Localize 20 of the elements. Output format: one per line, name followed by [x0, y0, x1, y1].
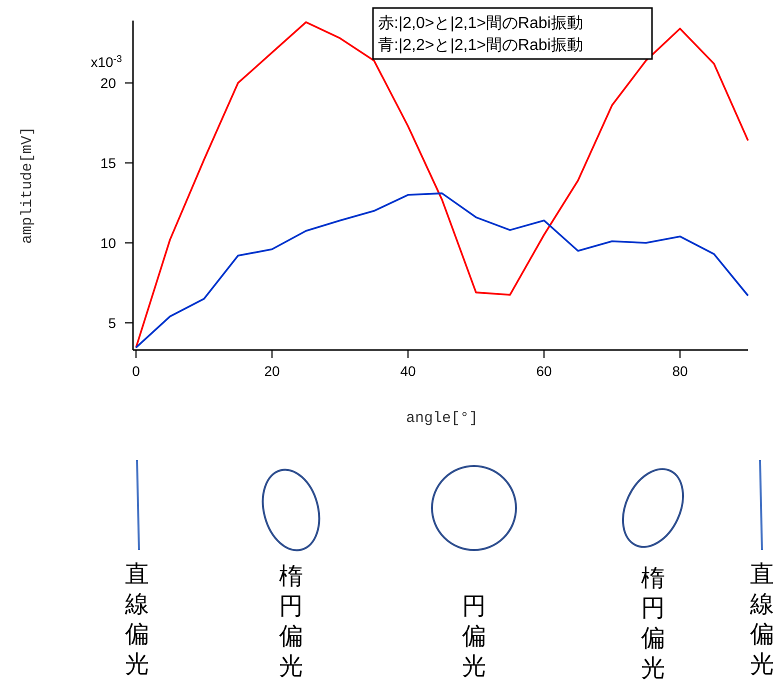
line-series — [135, 192, 749, 348]
text: 直線偏光 — [124, 561, 149, 678]
x-tick-label: 20 — [264, 363, 280, 379]
y-tick-label: 5 — [108, 314, 116, 331]
y-tick-label: 10 — [100, 234, 116, 251]
text: 楕円偏光 — [279, 563, 303, 680]
x-tick-label: 0 — [132, 363, 140, 379]
text: x10$^{-3}$ — [90, 53, 123, 70]
annotation: 赤:|2,0>と|2,1>間のRabi振動 — [378, 14, 583, 32]
x-tick-label: 60 — [536, 363, 552, 379]
y-tick-label: 15 — [100, 154, 116, 171]
annotation: 青:|2,2>と|2,1>間のRabi振動 — [378, 36, 583, 54]
x-tick-label: 80 — [672, 363, 688, 379]
y-axis-title: amplitude[mV] — [19, 126, 36, 244]
x-axis-title: angle[°] — [406, 410, 478, 427]
text: 直線偏光 — [749, 561, 774, 678]
text: 円偏光 — [462, 593, 486, 680]
x-tick-label: 40 — [400, 363, 416, 379]
text: 楕円偏光 — [641, 565, 665, 682]
y-tick-label: 20 — [100, 74, 116, 91]
